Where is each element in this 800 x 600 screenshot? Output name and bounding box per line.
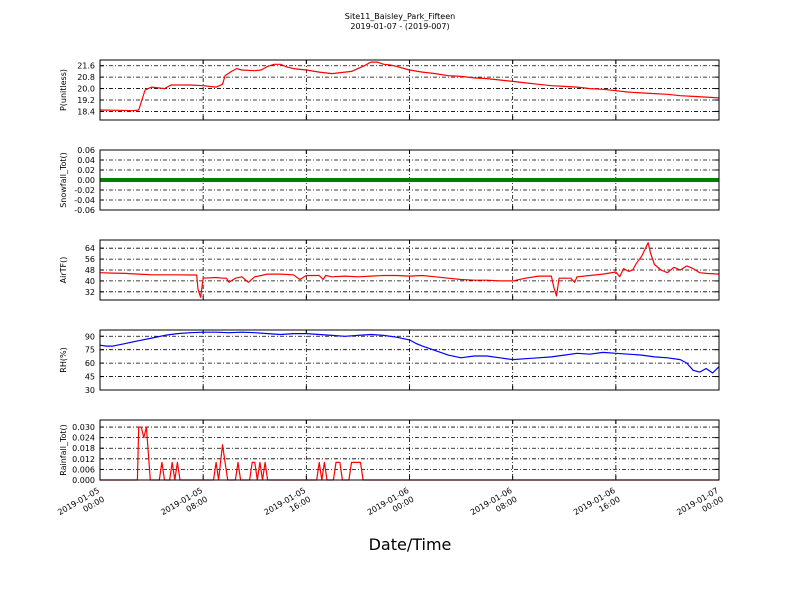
x-tick-label: 2019-01-0508:00 [159,486,209,526]
x-tick-label: 2019-01-0600:00 [366,486,416,526]
series-line-4 [99,331,720,374]
y-tick-label: 0.024 [72,434,95,443]
panel-4: 30 45 60 75 90 RH(%) [59,329,720,395]
y-tick-label: 48 [85,266,95,275]
y-tick-label: 75 [85,346,95,355]
x-tick-label: 2019-01-0608:00 [469,486,519,526]
panel-frame [99,59,720,121]
y-tick-label: -0.02 [74,186,95,195]
y-tick-label: 0.02 [77,166,95,175]
x-tick-label: 2019-01-0616:00 [572,486,622,526]
x-tick-label: 2019-01-0516:00 [263,486,313,526]
y-tick-label: 19.2 [77,96,95,105]
series-line-3 [99,242,720,298]
y-tick-label: 40 [85,277,95,286]
y-axis-label: Rainfall_Tot() [59,424,68,476]
y-tick-label: 0.04 [77,156,95,165]
y-tick-label: 30 [85,386,95,395]
panel-3: 32 40 48 56 64 AirTF() [59,239,720,301]
y-tick-label: 18.4 [77,107,95,116]
y-tick-label: 32 [85,288,95,297]
series-line-5 [100,426,719,481]
y-tick-label: 0.00 [77,176,95,185]
x-tick-label: 2019-01-0700:00 [675,486,725,526]
panel-frame [99,329,720,391]
y-tick-label: 0.018 [72,444,95,453]
y-axis-label: Snowfall_Tot() [59,152,68,208]
y-tick-label: 0.000 [72,476,95,485]
y-tick-label: 21.6 [77,62,95,71]
panel-frame [99,239,720,301]
y-tick-label: 0.006 [72,465,95,474]
chart-title: Site11_Baisley_Park_Fifteen [345,12,455,21]
y-tick-label: 56 [85,255,95,264]
y-tick-label: 20.0 [77,85,95,94]
y-tick-label: 45 [85,373,95,382]
y-tick-label: -0.04 [74,196,95,205]
y-tick-label: 0.06 [77,146,95,155]
x-axis-label: Date/Time [369,535,452,554]
panel-2: -0.06-0.04-0.020.000.020.040.06 Snowfall_… [59,146,720,215]
chart-subtitle: 2019-01-07 - (2019-007) [350,22,449,31]
panel-1: 18.4 19.2 20.0 20.8 21.6 P(unitless) [59,59,720,121]
panel-frame [99,419,720,481]
y-tick-label: 64 [85,244,95,253]
y-tick-label: -0.06 [74,206,95,215]
panel-frame [99,149,720,211]
y-axis-label: P(unitless) [59,69,68,111]
chart-panels: 18.419.220.020.821.6P(unitless)-0.06-0.0… [59,59,720,485]
y-tick-label: 20.8 [77,73,95,82]
x-axis: 2019-01-0500:00 2019-01-0508:00 2019-01-05… [56,486,725,526]
y-tick-label: 90 [85,332,95,341]
x-tick-label: 2019-01-0500:00 [56,486,106,526]
y-tick-label: 0.012 [72,455,95,464]
y-tick-label: 60 [85,359,95,368]
y-axis-label: AirTF() [59,257,68,284]
y-axis-label: RH(%) [59,347,68,372]
series-line-1 [99,61,720,112]
y-tick-label: 0.030 [72,423,95,432]
